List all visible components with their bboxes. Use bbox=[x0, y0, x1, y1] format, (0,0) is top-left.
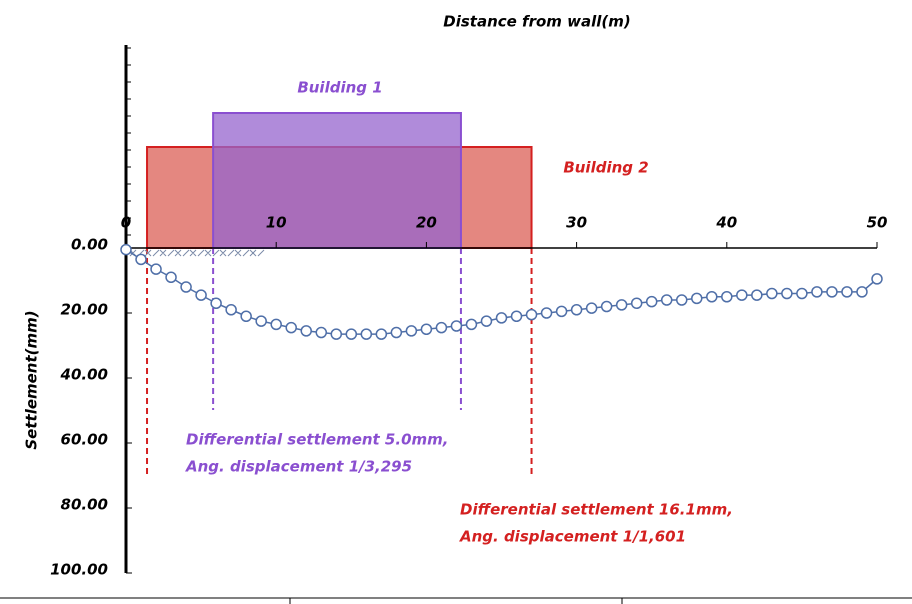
y-tick-label: 100.00 bbox=[50, 561, 108, 579]
settlement-point bbox=[345, 328, 358, 340]
settlement-point bbox=[360, 328, 373, 340]
settlement-point bbox=[781, 287, 793, 300]
settlement-point bbox=[450, 320, 463, 332]
settlement-point bbox=[706, 291, 718, 303]
settlement-point bbox=[660, 294, 673, 306]
settlement-point bbox=[270, 318, 282, 331]
x-axis-title: Distance from wall(m) bbox=[443, 13, 630, 31]
x-tick-label: 50 bbox=[867, 214, 888, 232]
settlement-point bbox=[330, 328, 343, 340]
x-tick-label: 40 bbox=[715, 214, 737, 232]
settlement-point bbox=[465, 318, 478, 331]
annotation: Differential settlement 16.1mm, bbox=[460, 501, 733, 519]
settlement-point bbox=[165, 271, 177, 283]
settlement-point bbox=[766, 287, 778, 300]
settlement-point bbox=[871, 273, 883, 285]
annotation: Ang. displacement 1/1,601 bbox=[459, 528, 686, 546]
y-tick-label: 0.00 bbox=[71, 236, 108, 254]
settlement-point bbox=[555, 305, 568, 318]
settlement-point bbox=[420, 323, 433, 335]
annotation: Differential settlement 5.0mm, bbox=[186, 431, 448, 449]
x-tick-label: 10 bbox=[266, 214, 287, 232]
x-tick-label: 20 bbox=[416, 214, 437, 232]
y-tick-label: 40.00 bbox=[60, 366, 108, 384]
settlement-point bbox=[495, 312, 508, 324]
settlement-point bbox=[150, 263, 162, 275]
settlement-point bbox=[675, 294, 688, 306]
y-tick-label: 60.00 bbox=[61, 431, 108, 449]
annotation: Ang. displacement 1/3,295 bbox=[185, 458, 412, 476]
y-axis-title: Settlement(mm) bbox=[23, 310, 41, 449]
settlement-point bbox=[375, 328, 388, 340]
settlement-point bbox=[615, 299, 628, 311]
settlement-point bbox=[135, 253, 147, 266]
y-tick-label: 80.00 bbox=[61, 496, 108, 514]
settlement-point bbox=[600, 300, 613, 313]
x-tick-label: 0 bbox=[121, 214, 131, 232]
x-tick-label: 30 bbox=[566, 214, 587, 232]
settlement-point bbox=[585, 302, 598, 314]
settlement-point bbox=[240, 310, 252, 322]
settlement-point bbox=[435, 321, 448, 334]
settlement-point bbox=[195, 289, 207, 301]
building-label: Building 2 bbox=[563, 159, 648, 177]
settlement-point bbox=[390, 326, 403, 339]
settlement-point bbox=[540, 307, 553, 319]
settlement-point bbox=[210, 297, 222, 309]
settlement-point bbox=[570, 304, 583, 316]
settlement-point bbox=[315, 326, 328, 339]
settlement-point bbox=[225, 304, 237, 316]
settlement-point bbox=[120, 243, 132, 256]
settlement-point bbox=[480, 315, 493, 327]
settlement-point bbox=[721, 291, 733, 303]
settlement-point bbox=[796, 287, 808, 300]
settlement-point bbox=[525, 308, 538, 321]
settlement-point bbox=[300, 325, 312, 337]
building bbox=[212, 112, 462, 249]
settlement-point bbox=[736, 289, 748, 301]
settlement-point bbox=[630, 297, 643, 309]
settlement-point bbox=[826, 286, 838, 298]
building-label: Building 1 bbox=[297, 79, 382, 97]
settlement-point bbox=[856, 286, 868, 298]
settlement-point bbox=[645, 295, 658, 308]
settlement-point bbox=[691, 292, 703, 305]
settlement-point bbox=[510, 310, 523, 322]
y-tick-label: 20.00 bbox=[61, 301, 108, 319]
settlement-point bbox=[180, 281, 192, 293]
wall-hatch bbox=[129, 249, 265, 257]
settlement-point bbox=[811, 286, 823, 298]
settlement-point bbox=[841, 286, 853, 298]
settlement-point bbox=[255, 315, 267, 327]
settlement-point bbox=[285, 321, 297, 334]
settlement-point bbox=[751, 289, 763, 301]
settlement-point bbox=[405, 325, 418, 337]
